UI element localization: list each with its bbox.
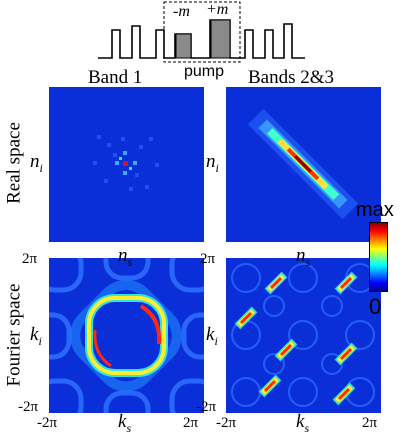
pump-label: pump xyxy=(184,63,225,80)
axis-subscript: s xyxy=(304,420,310,435)
tick-x-left-band-1: -2π xyxy=(37,415,58,431)
tick-y-bottom-bands-2-3: -2π xyxy=(196,399,217,415)
axis-subscript: i xyxy=(39,160,43,175)
axis-symbol: n xyxy=(296,245,306,266)
colorbar xyxy=(369,222,388,292)
axis-subscript: s xyxy=(305,254,311,269)
axis-symbol: k xyxy=(30,324,39,345)
heatmap-fourier-space-bands-2-3 xyxy=(226,258,381,413)
axis-subscript: i xyxy=(214,333,218,348)
pump-pulse-plus xyxy=(210,19,231,59)
axis-symbol: k xyxy=(296,411,305,432)
colorbar-min-label: 0 xyxy=(369,294,382,319)
tick-y-top-band-1: 2π xyxy=(22,251,38,267)
heatmap-fourier-space-band-1 xyxy=(49,258,204,413)
axis-subscript: i xyxy=(215,160,219,175)
row-label-real-space: Real space xyxy=(3,122,25,204)
axis-label-ns-bands-2-3: ns xyxy=(296,246,310,268)
axis-symbol: k xyxy=(206,324,215,345)
column-title-bands-2-3: Bands 2&3 xyxy=(248,67,335,88)
axis-subscript: s xyxy=(126,420,132,435)
row-label-fourier-space: Fourier space xyxy=(3,283,25,387)
tick-x-right-band-1: 2π xyxy=(183,415,199,431)
axis-label-ns-band-1: ns xyxy=(118,246,132,268)
pulse-train-line xyxy=(98,19,305,59)
axis-symbol: n xyxy=(30,151,40,172)
tick-x-left-bands-2-3: -2π xyxy=(216,415,237,431)
column-title-band-1: Band 1 xyxy=(88,67,143,88)
pump-minus-label: -m xyxy=(173,3,190,20)
axis-label-ni-band-1: ni xyxy=(30,152,43,174)
tick-y-top-bands-2-3: 2π xyxy=(200,251,216,267)
heatmap-real-space-band-1 xyxy=(49,87,204,242)
heatmap-real-space-bands-2-3 xyxy=(226,87,381,242)
axis-label-ks-bands-2-3: ks xyxy=(296,412,309,434)
axis-symbol: n xyxy=(206,151,216,172)
axis-subscript: s xyxy=(127,254,133,269)
pump-diagram xyxy=(98,1,305,63)
pump-plus-label: +m xyxy=(206,1,229,18)
axis-subscript: i xyxy=(38,333,42,348)
pump-dashed-box xyxy=(163,1,241,63)
colorbar-max-label: max xyxy=(356,199,394,221)
tick-x-right-bands-2-3: 2π xyxy=(362,415,378,431)
pump-pulse-minus xyxy=(175,33,192,59)
axis-label-ki-band-1: ki xyxy=(30,325,42,347)
axis-label-ki-bands-2-3: ki xyxy=(206,325,218,347)
axis-symbol: n xyxy=(118,245,128,266)
tick-y-bottom-band-1: -2π xyxy=(18,399,39,415)
axis-label-ks-band-1: ks xyxy=(118,412,131,434)
axis-symbol: k xyxy=(118,411,127,432)
axis-label-ni-bands-2-3: ni xyxy=(206,152,219,174)
